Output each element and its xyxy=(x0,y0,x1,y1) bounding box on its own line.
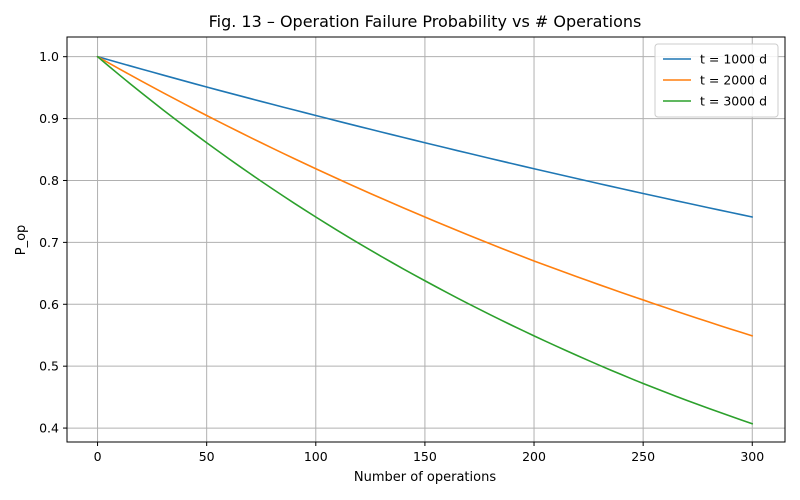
y-tick-label: 0.8 xyxy=(39,173,59,188)
series-line xyxy=(96,55,754,425)
x-axis-label: Number of operations xyxy=(354,470,496,485)
y-tick-label: 0.4 xyxy=(39,421,59,436)
plot-frame xyxy=(66,36,786,443)
x-tick-label: 150 xyxy=(413,449,437,464)
x-tick-label: 200 xyxy=(522,449,546,464)
y-tick-label: 0.9 xyxy=(39,111,59,126)
legend-label: t = 1000 d xyxy=(700,52,767,67)
legend: t = 1000 d t = 2000 d t = 3000 d xyxy=(654,43,779,118)
y-tick-label: 0.7 xyxy=(39,235,59,250)
legend-label: t = 2000 d xyxy=(700,73,767,88)
x-tick-label: 100 xyxy=(304,449,328,464)
y-axis-label: P_op xyxy=(14,225,29,256)
grid xyxy=(67,37,785,442)
legend-label: t = 3000 d xyxy=(700,94,767,109)
legend-box xyxy=(654,43,779,118)
chart-title: Fig. 13 – Operation Failure Probability … xyxy=(209,12,642,31)
series-lines xyxy=(96,55,754,425)
y-tick-label: 0.5 xyxy=(39,359,59,374)
series-line xyxy=(96,55,754,337)
y-tick-label: 1.0 xyxy=(39,49,59,64)
y-tick-label: 0.6 xyxy=(39,297,59,312)
axis-ticks: 0 50 100 150 200 250 300 0.4 0.5 0.6 0.7 0.8 0.9 1.0 xyxy=(39,49,764,464)
x-tick-label: 300 xyxy=(740,449,764,464)
x-tick-label: 50 xyxy=(199,449,215,464)
x-tick-label: 0 xyxy=(94,449,102,464)
x-tick-label: 250 xyxy=(631,449,655,464)
series-line xyxy=(96,55,754,218)
